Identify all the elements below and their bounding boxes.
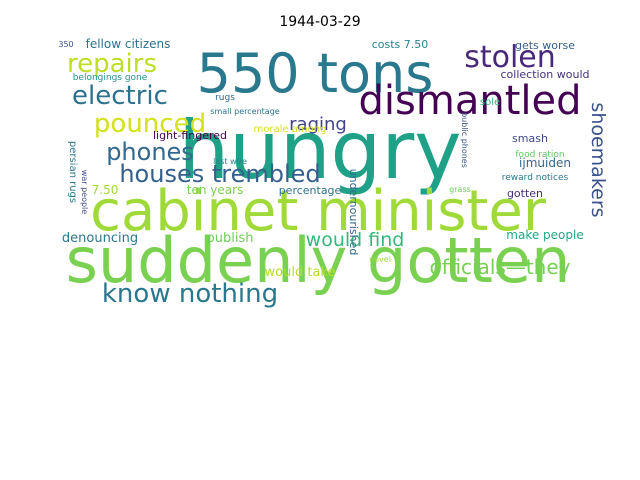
word: morale among xyxy=(254,124,327,135)
word: sole xyxy=(480,97,500,108)
word: gotten xyxy=(507,187,543,200)
word: novel xyxy=(369,255,391,264)
chart-title: 1944-03-29 xyxy=(279,14,360,30)
word: electric xyxy=(72,81,168,111)
word: 350 xyxy=(58,40,73,49)
word: make people xyxy=(506,228,583,242)
word: would find xyxy=(306,229,405,251)
word: reward notices xyxy=(502,173,569,183)
word: ijmuiden xyxy=(519,156,571,170)
word: 7.50 xyxy=(92,183,119,197)
word: repairs xyxy=(67,49,157,79)
word: houses trembled xyxy=(119,160,320,188)
word: ten years xyxy=(187,183,244,197)
word: cabinet minister xyxy=(90,179,547,244)
word: shoemakers xyxy=(587,102,609,217)
word: smash xyxy=(512,132,548,145)
word: collection would xyxy=(500,68,589,81)
word: know nothing xyxy=(102,279,278,309)
word: undernourished xyxy=(347,169,360,256)
word: gets worse xyxy=(515,39,575,52)
word: belongings gone xyxy=(73,73,148,83)
word: small percentage xyxy=(210,107,279,116)
word: last wire xyxy=(213,157,247,166)
word: stolen xyxy=(464,40,556,75)
word: 550 tons xyxy=(197,42,434,105)
word: grass xyxy=(449,185,471,194)
word: public phones xyxy=(460,112,469,168)
word: war people xyxy=(80,170,89,214)
word: food ration xyxy=(515,150,564,160)
word: pounced xyxy=(94,109,206,139)
word: would take xyxy=(265,265,336,280)
word: suddenly gotten xyxy=(66,224,571,297)
word: costs 7.50 xyxy=(372,38,429,51)
word: light-fingered xyxy=(153,129,227,142)
word: dismantled xyxy=(359,78,582,124)
word: phones xyxy=(106,138,194,166)
word: denouncing xyxy=(62,231,138,246)
word: rugs xyxy=(215,93,235,103)
word: raging xyxy=(289,114,347,135)
word: officials—they xyxy=(429,255,570,279)
word: fellow citizens xyxy=(86,37,171,51)
word: percentage xyxy=(279,184,342,197)
word: hungry xyxy=(178,104,461,197)
word: publish xyxy=(207,231,254,246)
word: persian rugs xyxy=(67,141,78,203)
